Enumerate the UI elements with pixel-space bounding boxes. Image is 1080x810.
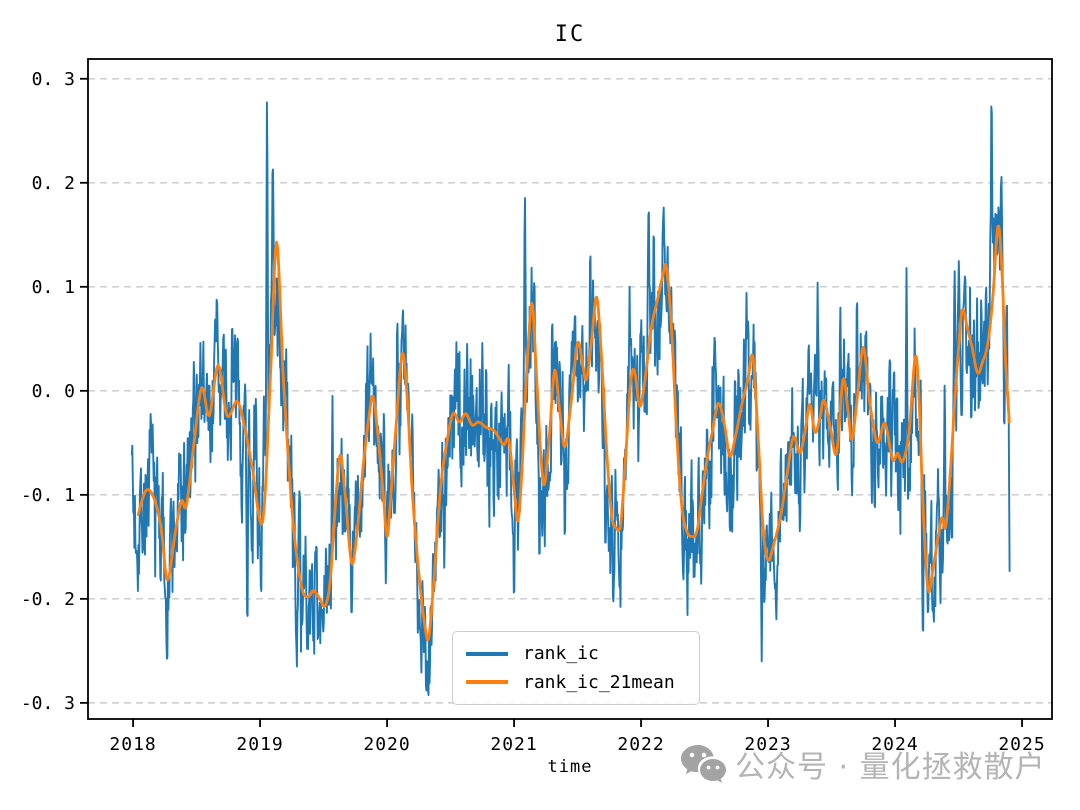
wechat-icon bbox=[681, 745, 726, 783]
x-tick-label: 2020 bbox=[363, 734, 410, 755]
watermark: 公众号 · 量化拯救散户 bbox=[680, 742, 1046, 786]
chart-title: IC bbox=[554, 22, 586, 47]
x-tick-label: 2022 bbox=[617, 734, 664, 755]
x-tick-label: 2018 bbox=[109, 734, 156, 755]
x-tick-label: 2023 bbox=[744, 734, 791, 755]
legend: rank_ic rank_ic_21mean bbox=[452, 631, 700, 705]
y-tick-label: 0. 0 bbox=[32, 381, 75, 402]
x-tick-label: 2024 bbox=[871, 734, 918, 755]
axes-frame bbox=[87, 58, 1053, 720]
legend-label: rank_ic_21mean bbox=[523, 671, 675, 693]
legend-line-sample-blue bbox=[466, 651, 508, 656]
series-rank-ic-line bbox=[130, 101, 1011, 696]
watermark-text: 公众号 · 量化拯救散户 bbox=[735, 750, 1046, 785]
legend-item-rank-ic: rank_ic bbox=[453, 643, 699, 664]
x-tick-label: 2021 bbox=[490, 734, 537, 755]
x-tick-label: 2019 bbox=[236, 734, 283, 755]
y-tick-label: -0. 2 bbox=[21, 589, 75, 610]
x-axis-label: time bbox=[547, 757, 593, 777]
y-tick-label: -0. 1 bbox=[21, 485, 75, 506]
legend-item-rank-ic-21mean: rank_ic_21mean bbox=[453, 672, 699, 693]
series-rank-ic-21mean-line bbox=[136, 224, 1011, 642]
legend-line-sample-orange bbox=[466, 680, 508, 685]
legend-label: rank_ic bbox=[523, 643, 599, 665]
x-tick-label: 2025 bbox=[998, 734, 1045, 755]
y-tick-label: -0. 3 bbox=[21, 693, 75, 714]
y-tick-label: 0. 2 bbox=[32, 173, 75, 194]
y-tick-label: 0. 3 bbox=[32, 69, 75, 90]
y-tick-label: 0. 1 bbox=[32, 277, 75, 298]
